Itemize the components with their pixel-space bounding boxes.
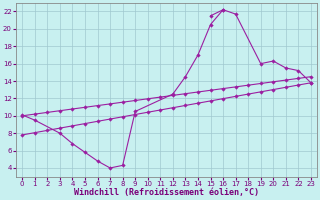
X-axis label: Windchill (Refroidissement éolien,°C): Windchill (Refroidissement éolien,°C)	[74, 188, 259, 197]
